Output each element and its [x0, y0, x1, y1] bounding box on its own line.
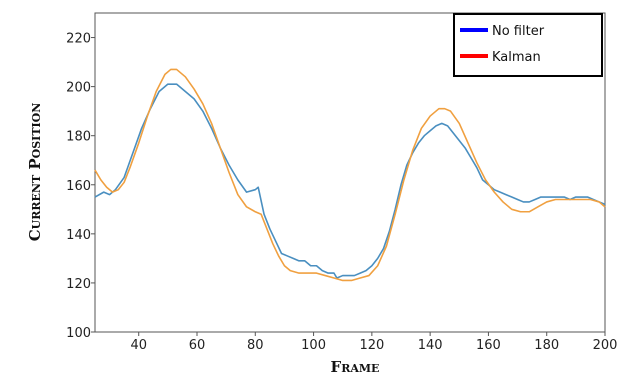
y-tick-label: 120	[66, 277, 91, 292]
y-tick-label: 160	[66, 179, 91, 194]
x-axis: 40 60 80 100 120 140 160 180 200	[130, 332, 617, 353]
x-tick-label: 140	[418, 338, 443, 353]
legend-label-kalman: Kalman	[492, 50, 541, 65]
y-tick-label: 180	[66, 130, 91, 145]
series-line-kalman	[94, 68, 606, 282]
legend: No filter Kalman	[453, 13, 603, 77]
series-line-no-filter	[94, 83, 606, 279]
legend-box	[453, 13, 603, 77]
x-tick-label: 80	[247, 338, 264, 353]
x-tick-label: 180	[534, 338, 559, 353]
x-tick-label: 60	[189, 338, 206, 353]
y-tick-label: 200	[66, 81, 91, 96]
series-layer	[94, 68, 606, 282]
x-axis-title: Frame	[331, 358, 380, 376]
x-tick-label: 40	[130, 338, 147, 353]
y-tick-label: 220	[66, 32, 91, 47]
y-axis: 100 120 140 160 180 200 220	[66, 32, 95, 341]
y-axis-title: Current Position	[26, 103, 44, 242]
x-tick-label: 200	[593, 338, 618, 353]
x-tick-label: 160	[476, 338, 501, 353]
x-tick-label: 100	[301, 338, 326, 353]
y-tick-label: 100	[66, 326, 91, 341]
legend-label-no-filter: No filter	[492, 24, 545, 39]
y-tick-label: 140	[66, 228, 91, 243]
x-tick-label: 120	[359, 338, 384, 353]
